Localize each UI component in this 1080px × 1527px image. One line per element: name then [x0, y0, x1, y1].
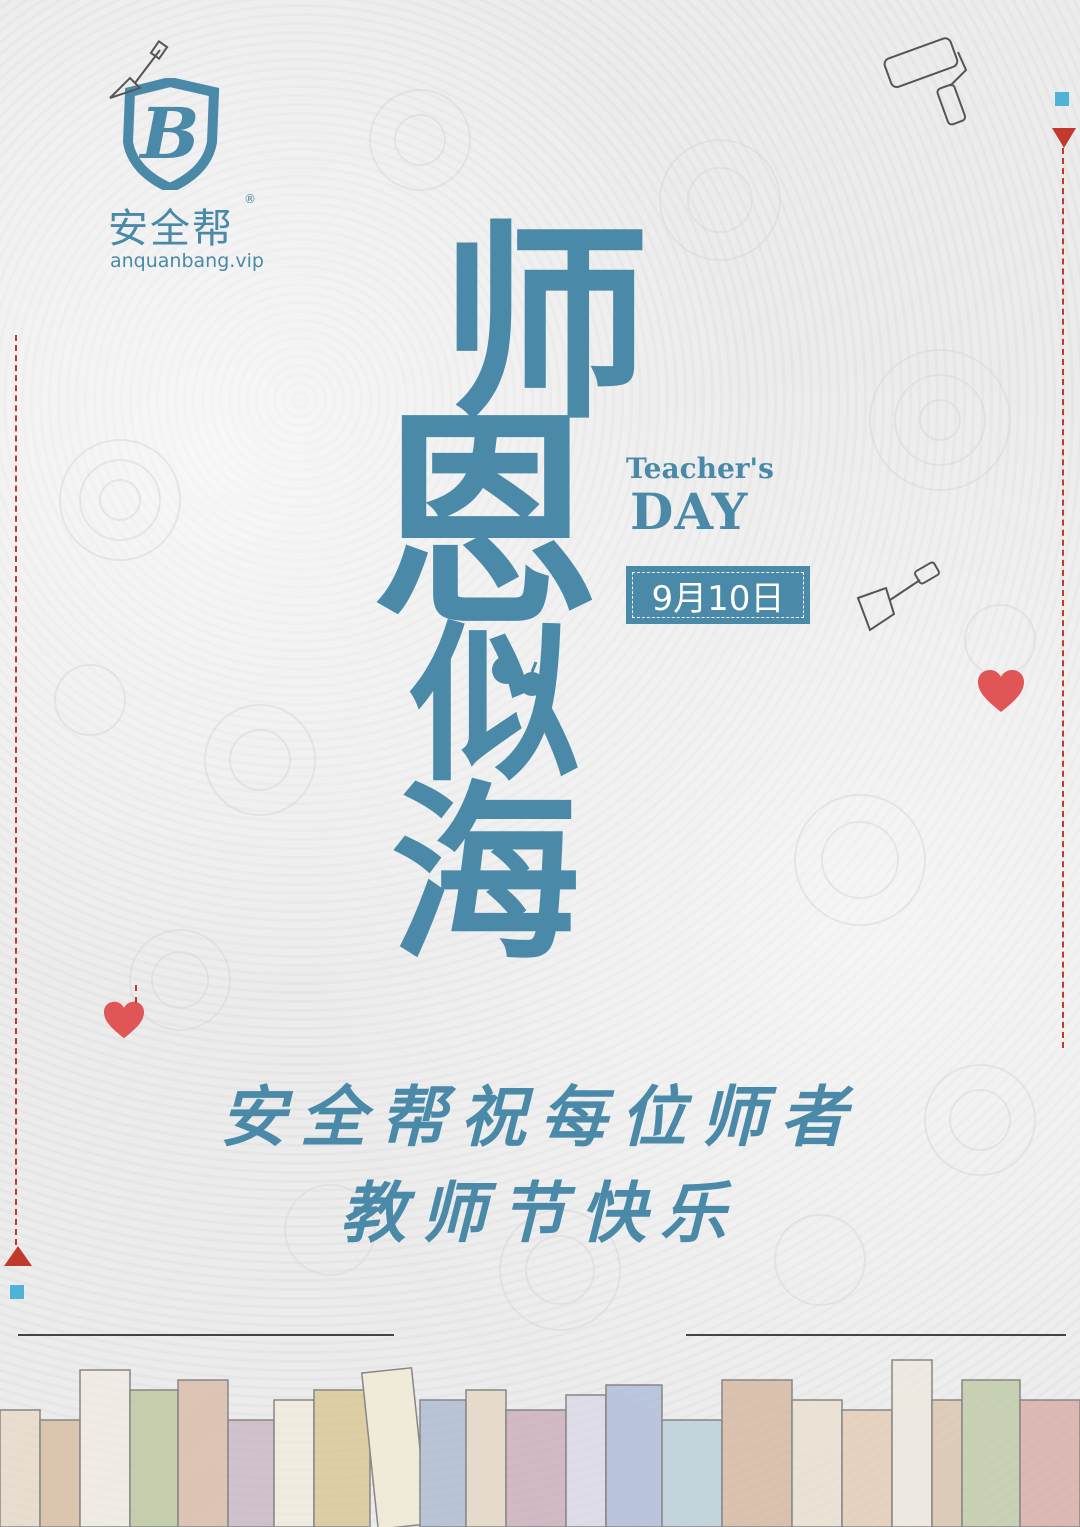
greeting-line-1: 安全帮祝每位师者 — [220, 1078, 860, 1156]
apple-icon — [492, 645, 544, 696]
headline-char-2: 恩 — [370, 388, 601, 658]
english-title-line1: Teacher's — [626, 452, 774, 485]
date-text: 9月10日 — [632, 572, 804, 619]
headline-char-4: 海 — [390, 763, 581, 986]
book-row-illustration — [0, 1359, 1080, 1527]
brand-url: anquanbang.vip — [110, 250, 264, 272]
cyan-square-marker — [10, 1285, 24, 1299]
paint-roller-icon — [883, 37, 968, 126]
logo-letter: B — [138, 92, 199, 175]
heart-icon — [978, 670, 1024, 712]
brand-name: 安全帮 — [108, 206, 234, 252]
heart-string — [135, 985, 137, 1003]
bottom-rule-left — [18, 1334, 394, 1336]
left-dashed-border — [15, 335, 17, 1245]
registered-mark: ® — [244, 192, 256, 206]
bottom-rule-right — [686, 1334, 1066, 1336]
headline-char-3: 似 — [410, 605, 581, 805]
english-title-line2: DAY — [630, 482, 749, 541]
trowel-icon — [109, 40, 169, 99]
right-dashed-border — [1062, 148, 1064, 1048]
red-triangle-marker — [1052, 128, 1076, 148]
cyan-square-marker — [1055, 92, 1069, 106]
shovel-icon — [856, 561, 940, 632]
shield-logo-icon: B — [122, 78, 220, 190]
greeting-line-2: 教师节快乐 — [340, 1174, 740, 1252]
headline-char-1: 师 — [440, 201, 651, 448]
red-triangle-marker — [4, 1246, 32, 1266]
date-badge: 9月10日 — [626, 566, 810, 624]
heart-icon — [104, 1001, 144, 1039]
